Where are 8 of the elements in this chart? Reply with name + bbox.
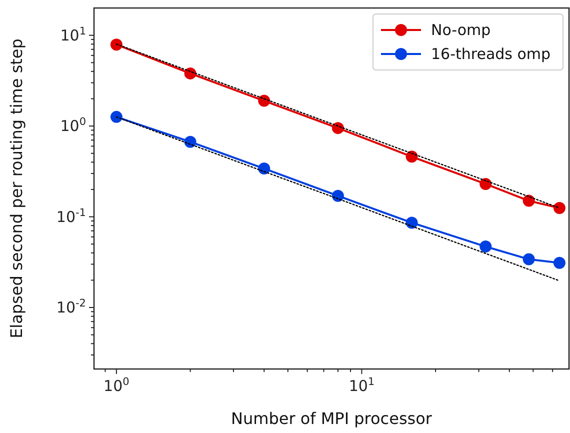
x-axis-title: Number of MPI processor: [231, 409, 432, 428]
legend-label: No-omp: [431, 21, 491, 39]
y-tick-label: 10$^{0}$: [60, 116, 86, 136]
legend-label: 16-threads omp: [431, 45, 551, 63]
y-tick-label: 10$^{-2}$: [56, 298, 86, 317]
y-tick-label: 10$^{1}$: [60, 25, 86, 44]
y-axis-title: Elapsed second per routing time step: [7, 38, 26, 338]
y-tick-label: 10$^{-1}$: [56, 206, 86, 226]
